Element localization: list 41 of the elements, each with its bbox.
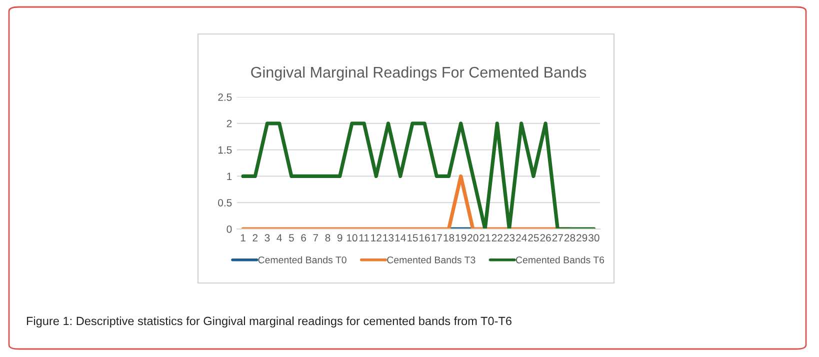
caption: Figure 1: Descriptive statistics for Gingival marginal readings for cemented bands from T0-T6: [26, 316, 512, 328]
x-tick-label: 17: [432, 234, 442, 242]
x-tick-label: 11: [359, 234, 369, 242]
x-tick-label: 9: [337, 234, 342, 242]
y-tick-label: 1: [227, 172, 232, 180]
x-tick-label: 10: [346, 234, 358, 242]
y-tick-label: 0: [226, 226, 232, 233]
x-tick-label: 16: [420, 234, 430, 242]
legend-label: Cemented Bands T3: [387, 256, 476, 264]
x-tick-label: 23: [504, 234, 515, 242]
x-tick-label: 26: [540, 234, 551, 242]
x-tick-label: 19: [456, 234, 466, 242]
x-tick-label: 8: [325, 234, 330, 242]
x-tick-label: 4: [276, 234, 282, 242]
x-tick-label: 22: [492, 234, 502, 242]
x-tick-label: 3: [264, 234, 270, 242]
x-tick-label: 30: [588, 234, 600, 242]
x-tick-label: 2: [252, 234, 258, 242]
x-tick-label: 18: [444, 234, 454, 242]
x-tick-label: 5: [288, 234, 294, 242]
legend-label: Cemented Bands T6: [516, 256, 604, 264]
x-tick-label: 7: [313, 234, 318, 242]
x-tick-label: 13: [383, 234, 394, 242]
y-tick-label: 1.5: [218, 146, 232, 154]
x-tick-label: 21: [480, 234, 490, 242]
legend-label: Cemented Bands T0: [258, 256, 346, 264]
y-tick-label: 0.5: [218, 199, 232, 206]
x-tick-label: 24: [516, 234, 527, 242]
x-tick-label: 12: [371, 234, 382, 242]
x-tick-label: 1: [240, 234, 246, 242]
x-tick-label: 27: [552, 234, 563, 242]
x-tick-label: 28: [564, 234, 576, 242]
y-tick-label: 2.5: [218, 94, 232, 101]
x-tick-label: 29: [576, 234, 588, 242]
y-tick-label: 2: [226, 120, 232, 128]
x-tick-label: 25: [528, 234, 539, 242]
x-tick-label: 6: [301, 234, 306, 242]
x-tick-label: 14: [395, 234, 406, 242]
x-tick-label: 20: [468, 234, 478, 242]
x-tick-label: 15: [407, 234, 418, 242]
chart-title: Gingival Marginal Readings For Cemented Bands: [251, 66, 586, 81]
